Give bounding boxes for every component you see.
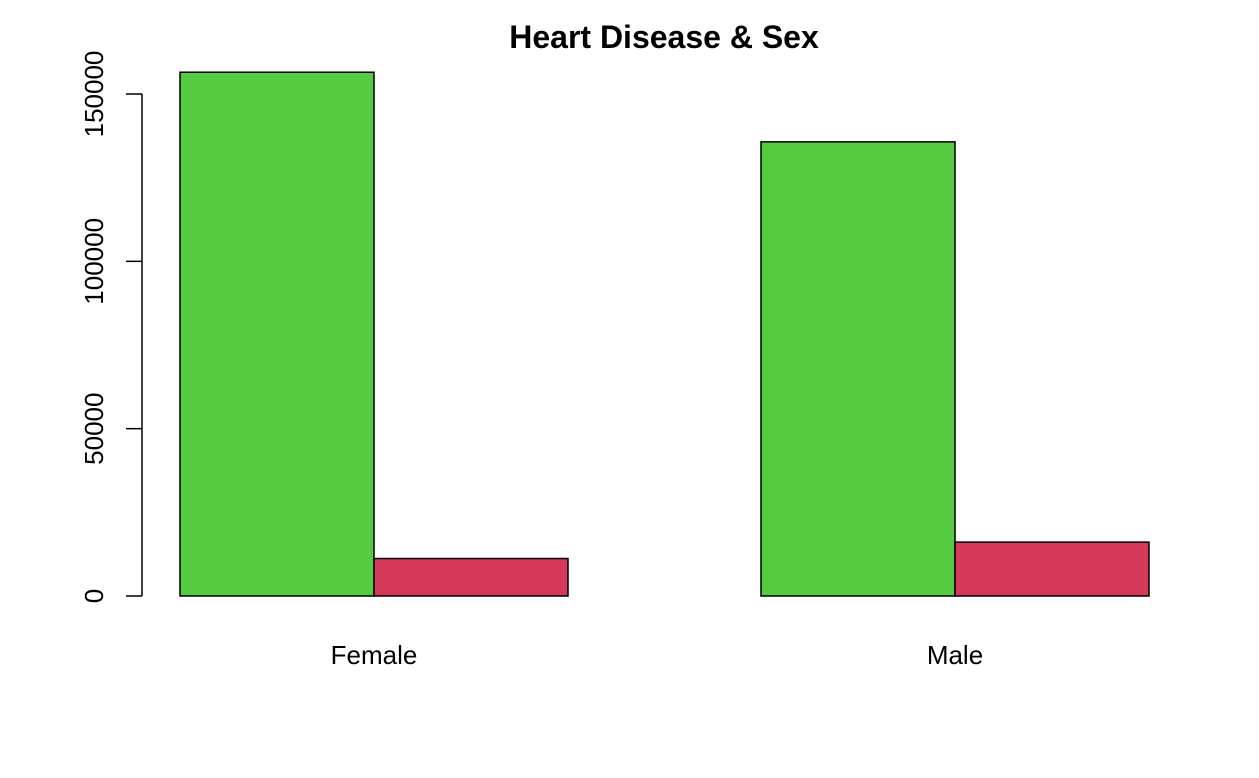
- x-category-label-female: Female: [331, 640, 418, 670]
- y-tick-label: 150000: [79, 51, 109, 138]
- x-category-label-male: Male: [927, 640, 983, 670]
- y-axis: 0 50000 100000 150000: [79, 51, 143, 603]
- bar-female-series-1: [179, 71, 375, 597]
- bars: [179, 71, 1150, 597]
- x-axis-labels: Female Male: [331, 640, 984, 670]
- chart-title: Heart Disease & Sex: [509, 19, 819, 55]
- y-tick-label: 0: [79, 589, 109, 603]
- y-tick-label: 50000: [79, 393, 109, 465]
- bar-male-series-2: [954, 541, 1150, 597]
- bar-male-series-1: [760, 141, 956, 597]
- y-tick-label: 100000: [79, 218, 109, 305]
- bar-female-series-2: [373, 557, 569, 597]
